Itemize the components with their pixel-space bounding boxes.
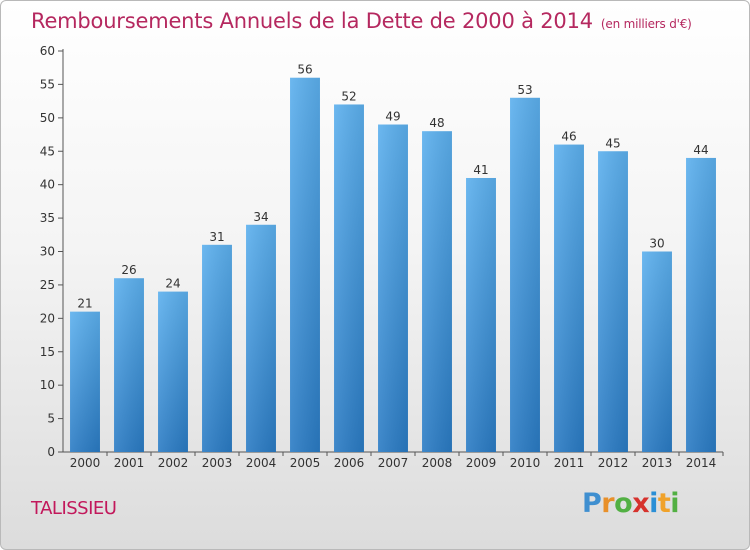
y-tick-label: 55 <box>40 77 55 91</box>
y-tick-label: 50 <box>40 111 55 125</box>
x-tick-label: 2003 <box>202 456 233 470</box>
x-tick-label: 2005 <box>290 456 321 470</box>
data-label: 52 <box>341 89 356 103</box>
data-label: 30 <box>649 237 664 251</box>
logo-letter: i <box>649 488 658 519</box>
logo-letter: P <box>582 488 602 519</box>
logo-letter: i <box>670 488 680 519</box>
y-tick-label: 25 <box>40 278 55 292</box>
y-tick-label: 60 <box>40 44 55 58</box>
y-tick-label: 10 <box>40 378 55 392</box>
x-tick-label: 2008 <box>422 456 453 470</box>
y-tick-label: 30 <box>40 245 55 259</box>
x-tick-label: 2009 <box>466 456 497 470</box>
bar-shine <box>378 124 408 453</box>
data-label: 24 <box>165 277 180 291</box>
data-label: 48 <box>429 116 444 130</box>
data-label: 46 <box>561 130 576 144</box>
data-label: 44 <box>693 143 708 157</box>
x-tick-label: 2004 <box>246 456 277 470</box>
bar-shine <box>598 151 628 452</box>
y-tick-label: 20 <box>40 311 55 325</box>
commune-name: TALISSIEU <box>31 498 117 519</box>
y-tick-label: 45 <box>40 144 55 158</box>
proxiti-logo[interactable]: Proxiti <box>582 488 680 519</box>
bar-shine <box>422 131 452 452</box>
x-tick-label: 2011 <box>554 456 585 470</box>
data-label: 56 <box>297 63 312 77</box>
chart-subtitle: (en milliers d'€) <box>600 17 692 31</box>
x-tick-label: 2000 <box>70 456 101 470</box>
x-tick-label: 2012 <box>598 456 629 470</box>
logo-letter: o <box>614 488 633 519</box>
x-tick-label: 2001 <box>114 456 145 470</box>
bar-shine <box>334 104 364 452</box>
bar-shine <box>642 251 672 452</box>
data-label: 41 <box>473 163 488 177</box>
logo-letter: x <box>632 488 650 519</box>
chart-title-text: Remboursements Annuels de la Dette de 20… <box>31 9 593 33</box>
bar-shine <box>510 97 540 453</box>
bar-shine <box>466 177 496 452</box>
bar-shine <box>554 144 584 453</box>
data-label: 53 <box>517 83 532 97</box>
bar-shine <box>70 311 100 452</box>
bar-shine <box>686 157 716 452</box>
x-tick-label: 2013 <box>642 456 673 470</box>
data-label: 34 <box>253 210 268 224</box>
data-label: 26 <box>121 263 136 277</box>
chart-title: Remboursements Annuels de la Dette de 20… <box>31 9 692 33</box>
bar-shine <box>114 278 144 452</box>
x-tick-label: 2014 <box>686 456 717 470</box>
x-tick-label: 2006 <box>334 456 365 470</box>
data-label: 21 <box>77 297 92 311</box>
logo-letter: r <box>601 488 615 519</box>
x-tick-label: 2007 <box>378 456 409 470</box>
bar-shine <box>246 224 276 452</box>
y-tick-label: 0 <box>47 445 55 459</box>
bar-shine <box>202 244 232 452</box>
y-tick-label: 40 <box>40 178 55 192</box>
x-tick-label: 2002 <box>158 456 189 470</box>
y-tick-label: 35 <box>40 211 55 225</box>
data-label: 49 <box>385 110 400 124</box>
bar-shine <box>290 77 320 452</box>
x-tick-label: 2010 <box>510 456 541 470</box>
y-tick-label: 15 <box>40 345 55 359</box>
data-label: 31 <box>209 230 224 244</box>
y-tick-label: 5 <box>47 412 55 426</box>
logo-letter: t <box>657 488 671 519</box>
bar-shine <box>158 291 188 452</box>
data-label: 45 <box>605 136 620 150</box>
